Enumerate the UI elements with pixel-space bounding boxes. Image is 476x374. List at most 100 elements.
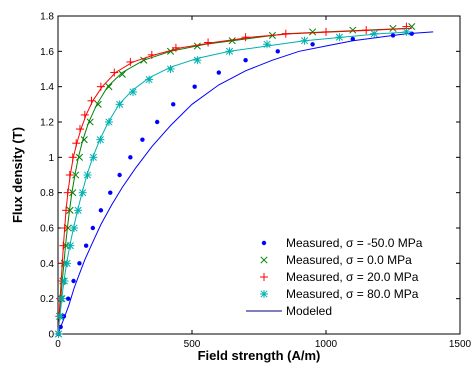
- data-point-series-2: [65, 171, 74, 179]
- legend-label-3: Measured, σ = 80.0 MPa: [286, 287, 419, 301]
- data-point-series-0: [77, 261, 82, 266]
- y-tick-label: 1.4: [40, 82, 54, 93]
- data-point-series-3: [54, 330, 63, 338]
- y-tick-label: 0: [48, 330, 54, 341]
- plot-frame: [57, 15, 461, 335]
- data-point-series-3: [370, 29, 379, 38]
- data-point-series-2: [110, 68, 119, 77]
- legend-label-modeled: Modeled: [286, 304, 332, 318]
- data-point-series-1: [94, 100, 102, 108]
- legend-label-2: Measured, σ = 20.0 MPa: [286, 270, 419, 284]
- data-point-series-2: [60, 224, 69, 232]
- data-point-series-3: [129, 87, 138, 96]
- y-tick-label: 0.2: [40, 294, 54, 305]
- data-point-series-0: [409, 31, 414, 36]
- data-point-series-3: [66, 241, 75, 250]
- y-tick-label: 1: [48, 153, 54, 164]
- data-point-series-2: [281, 29, 290, 38]
- y-tick-label: 1.8: [40, 12, 54, 23]
- data-point-series-1: [80, 136, 88, 144]
- data-point-series-0: [65, 296, 71, 301]
- legend-label-0: Measured, σ = -50.0 MPa: [286, 236, 423, 250]
- data-point-series-1: [118, 70, 126, 78]
- x-tick-label: 1500: [449, 339, 472, 350]
- data-point-series-1: [349, 26, 357, 34]
- data-point-series-2: [96, 82, 105, 91]
- data-point-series-2: [68, 153, 77, 162]
- data-point-series-1: [309, 28, 317, 36]
- data-point-series-3: [96, 135, 105, 144]
- data-point-series-2: [75, 125, 84, 134]
- data-point-series-3: [193, 56, 202, 65]
- data-point-series-0: [390, 33, 396, 38]
- x-tick-label: 1000: [315, 339, 338, 350]
- data-point-series-0: [98, 208, 104, 213]
- legend-marker-3: [260, 290, 268, 298]
- data-point-series-3: [56, 312, 65, 321]
- data-point-series-1: [105, 83, 113, 91]
- data-point-series-0: [216, 70, 221, 75]
- data-point-series-3: [60, 277, 69, 285]
- data-point-series-3: [83, 171, 92, 179]
- data-point-series-3: [78, 188, 87, 197]
- y-tick-label: 0.8: [40, 188, 54, 199]
- legend-label-1: Measured, σ = 0.0 MPa: [286, 253, 412, 267]
- data-point-series-1: [69, 189, 77, 197]
- data-point-series-3: [63, 259, 72, 268]
- data-point-series-1: [86, 118, 94, 126]
- data-point-series-2: [322, 27, 330, 36]
- data-point-series-2: [72, 139, 81, 148]
- data-point-series-0: [154, 119, 160, 125]
- x-axis-title: Field strength (A/m): [198, 348, 321, 363]
- data-point-series-3: [300, 36, 309, 45]
- data-point-series-0: [171, 102, 176, 107]
- data-point-series-3: [89, 153, 98, 162]
- y-tick-label: 1.2: [40, 118, 54, 129]
- data-point-series-1: [167, 47, 175, 55]
- data-point-series-1: [389, 24, 397, 32]
- data-point-series-0: [350, 36, 355, 42]
- model-curve-3: [57, 31, 412, 335]
- data-point-series-2: [171, 43, 180, 52]
- data-point-series-2: [87, 96, 96, 105]
- y-tick-label: 0.6: [40, 224, 54, 235]
- data-point-series-2: [62, 206, 71, 215]
- data-point-series-3: [166, 65, 175, 73]
- data-point-series-2: [204, 38, 213, 47]
- data-point-series-1: [72, 171, 80, 179]
- legend-marker-0: [261, 240, 267, 246]
- data-point-series-2: [63, 188, 72, 197]
- y-axis-title: Flux density (T): [10, 127, 25, 223]
- model-curve-0: [57, 31, 434, 335]
- data-point-series-3: [58, 294, 67, 303]
- data-point-series-3: [263, 40, 272, 49]
- data-point-series-0: [83, 243, 89, 248]
- data-point-series-3: [225, 47, 234, 56]
- data-point-series-3: [74, 206, 83, 215]
- data-point-series-3: [70, 224, 79, 232]
- data-point-series-0: [275, 49, 280, 54]
- legend-marker-2: [260, 273, 268, 281]
- data-point-series-0: [310, 42, 315, 47]
- data-point-series-3: [145, 75, 154, 84]
- y-tick-label: 0.4: [40, 259, 54, 270]
- x-tick-label: 0: [55, 339, 61, 350]
- data-point-series-0: [90, 225, 96, 231]
- legend-marker-1: [260, 256, 268, 264]
- data-point-series-1: [66, 206, 74, 214]
- data-point-series-0: [117, 172, 122, 178]
- data-point-series-2: [126, 57, 135, 66]
- data-point-series-2: [241, 33, 250, 42]
- data-point-series-0: [243, 57, 248, 63]
- y-tick-label: 1.6: [40, 47, 54, 58]
- data-point-series-3: [115, 100, 124, 109]
- data-point-series-2: [59, 241, 68, 250]
- data-point-series-3: [402, 27, 411, 36]
- data-point-series-0: [58, 324, 63, 330]
- data-point-series-0: [108, 190, 113, 195]
- data-point-series-2: [80, 110, 89, 119]
- data-point-series-2: [147, 50, 156, 59]
